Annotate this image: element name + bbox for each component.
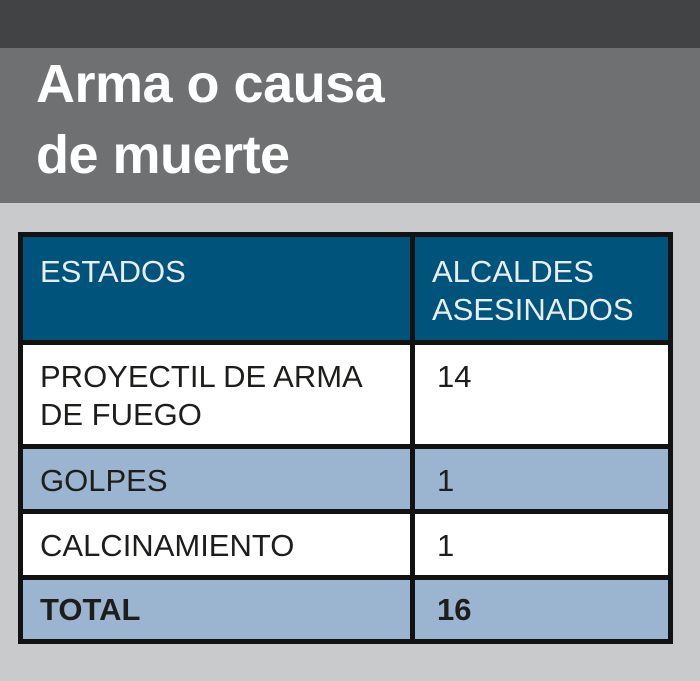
table-row: PROYECTIL DE ARMA DE FUEGO 14 xyxy=(18,340,673,449)
cause-cell: GOLPES xyxy=(18,443,415,515)
page-title-line2: de muerte xyxy=(36,124,290,185)
top-dark-bar xyxy=(0,0,700,48)
count-cell: 1 xyxy=(410,509,673,581)
column-header-estados: ESTADOS xyxy=(18,232,415,345)
total-count-cell: 16 xyxy=(410,575,673,645)
page-title-line1: Arma o causa xyxy=(36,54,385,114)
page-title: Arma o causa de muerte xyxy=(36,49,700,190)
total-label-cell: TOTAL xyxy=(18,575,415,645)
cause-cell: CALCINAMIENTO xyxy=(18,509,415,581)
table-total-row: TOTAL 16 xyxy=(18,575,673,645)
column-header-alcaldes-asesinados: ALCALDES ASESINADOS xyxy=(410,232,673,345)
table-header-row: ESTADOS ALCALDES ASESINADOS xyxy=(18,232,673,345)
table-area: ESTADOS ALCALDES ASESINADOS PROYECTIL DE… xyxy=(0,203,700,645)
count-cell: 14 xyxy=(410,340,673,449)
cause-cell: PROYECTIL DE ARMA DE FUEGO xyxy=(18,340,415,449)
title-section: Arma o causa de muerte xyxy=(0,48,700,203)
count-cell: 1 xyxy=(410,443,673,515)
cause-of-death-table: ESTADOS ALCALDES ASESINADOS PROYECTIL DE… xyxy=(18,232,673,645)
table-row: GOLPES 1 xyxy=(18,443,673,515)
table-row: CALCINAMIENTO 1 xyxy=(18,509,673,581)
